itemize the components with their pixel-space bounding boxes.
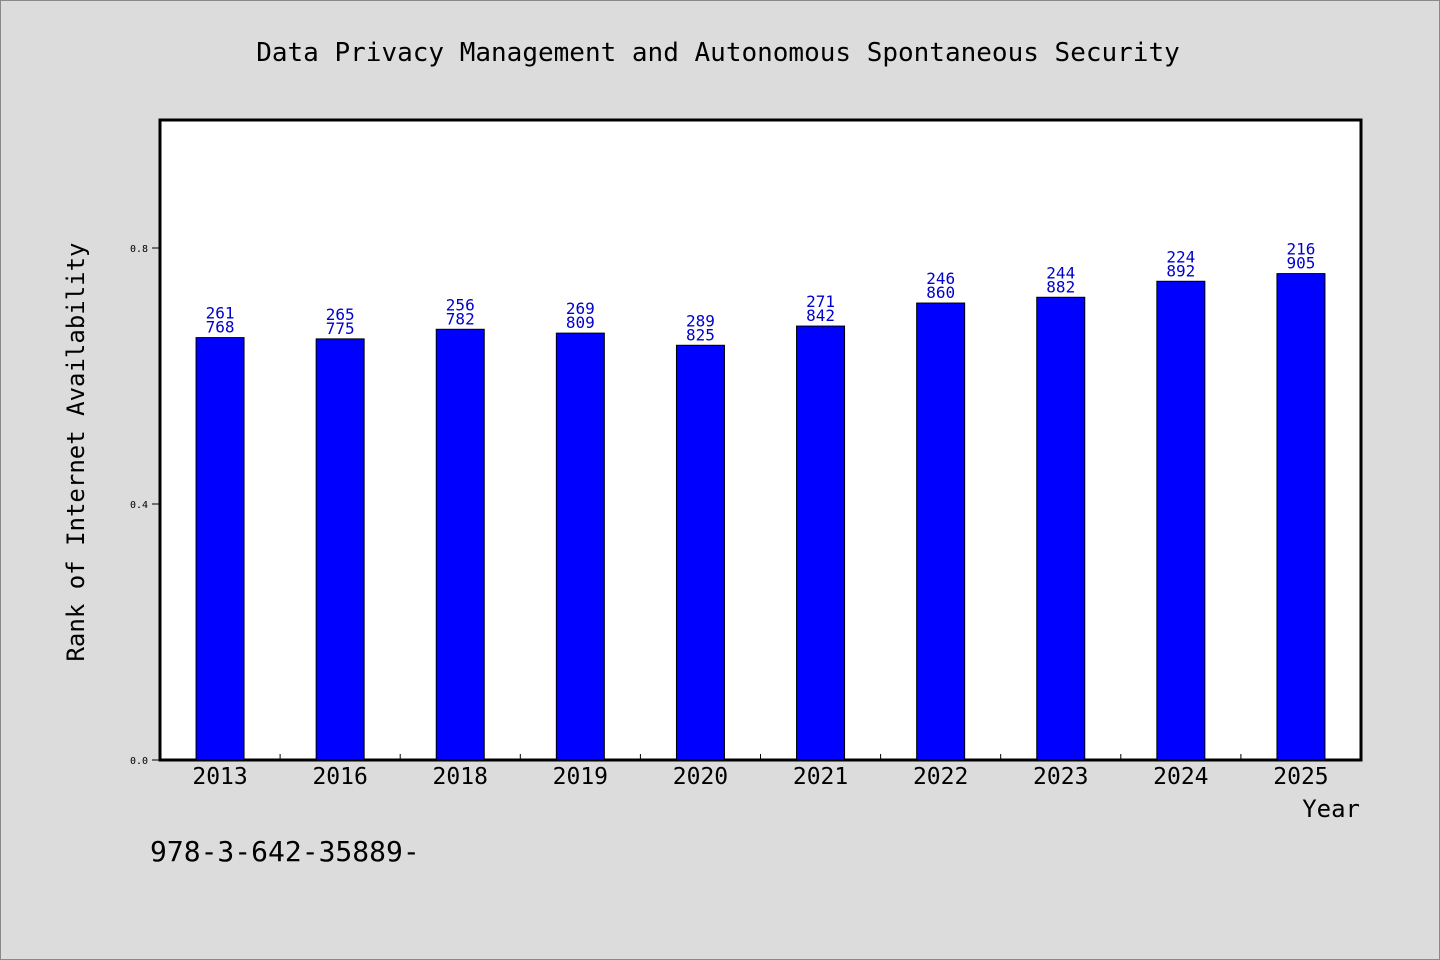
- x-tick-label-2016: 2016: [312, 764, 367, 790]
- data-label-bottom-2025: 905: [1286, 254, 1315, 273]
- bars-layer: [195, 273, 1326, 761]
- x-tick-label-2018: 2018: [433, 764, 488, 790]
- bar-2022: [916, 302, 966, 761]
- x-tick-label-2022: 2022: [913, 764, 968, 790]
- data-label-top-2013: 261: [206, 304, 235, 323]
- y-tick-label-0: 0.0: [130, 756, 148, 767]
- y-axis-title: Rank of Internet Availability: [62, 242, 90, 661]
- data-label-top-2018: 256: [446, 295, 475, 314]
- data-label-bottom-2019: 809: [566, 313, 595, 332]
- data-label-top-2023: 244: [1046, 263, 1075, 282]
- data-label-top-2019: 269: [566, 299, 595, 318]
- x-axis-title: Year: [1302, 795, 1360, 823]
- data-label-bottom-2018: 782: [446, 309, 475, 328]
- data-label-bottom-2022: 860: [926, 283, 955, 302]
- isbn-footnote: 978-3-642-35889-: [150, 835, 420, 868]
- bar-2018: [435, 328, 485, 761]
- data-label-top-2024: 224: [1166, 247, 1195, 266]
- y-tick-label-2: 0.8: [130, 244, 148, 255]
- bar-2019: [555, 332, 605, 761]
- y-tick-label-1: 0.4: [130, 500, 148, 511]
- data-label-top-2022: 246: [926, 269, 955, 288]
- data-label-top-2025: 216: [1286, 240, 1315, 259]
- data-label-top-2021: 271: [806, 292, 835, 311]
- bar-2021: [796, 325, 846, 761]
- x-tick-label-2025: 2025: [1273, 764, 1328, 790]
- bar-2025: [1276, 273, 1326, 761]
- bar-2023: [1036, 296, 1086, 761]
- chart-title: Data Privacy Management and Autonomous S…: [256, 38, 1180, 68]
- data-label-bottom-2024: 892: [1166, 261, 1195, 280]
- x-tick-label-2020: 2020: [673, 764, 728, 790]
- bar-2016: [315, 338, 365, 761]
- x-tick-label-2021: 2021: [793, 764, 848, 790]
- data-label-bottom-2023: 882: [1046, 277, 1075, 296]
- data-label-bottom-2020: 825: [686, 325, 715, 344]
- x-tick-label-2023: 2023: [1033, 764, 1088, 790]
- bar-2024: [1156, 280, 1206, 761]
- data-label-bottom-2016: 775: [326, 319, 355, 338]
- bar-2020: [675, 344, 725, 761]
- data-label-top-2016: 265: [326, 305, 355, 324]
- data-label-top-2020: 289: [686, 311, 715, 330]
- x-tick-label-2024: 2024: [1153, 764, 1208, 790]
- axes-layer: 2013 2016 2018 2019 2020 2021 2022 2023 2024 2025…: [130, 244, 1329, 790]
- x-tick-label-2019: 2019: [553, 764, 608, 790]
- x-tick-label-2013: 2013: [192, 764, 247, 790]
- bar-2013: [195, 337, 245, 761]
- data-label-bottom-2021: 842: [806, 306, 835, 325]
- data-label-bottom-2013: 768: [206, 318, 235, 337]
